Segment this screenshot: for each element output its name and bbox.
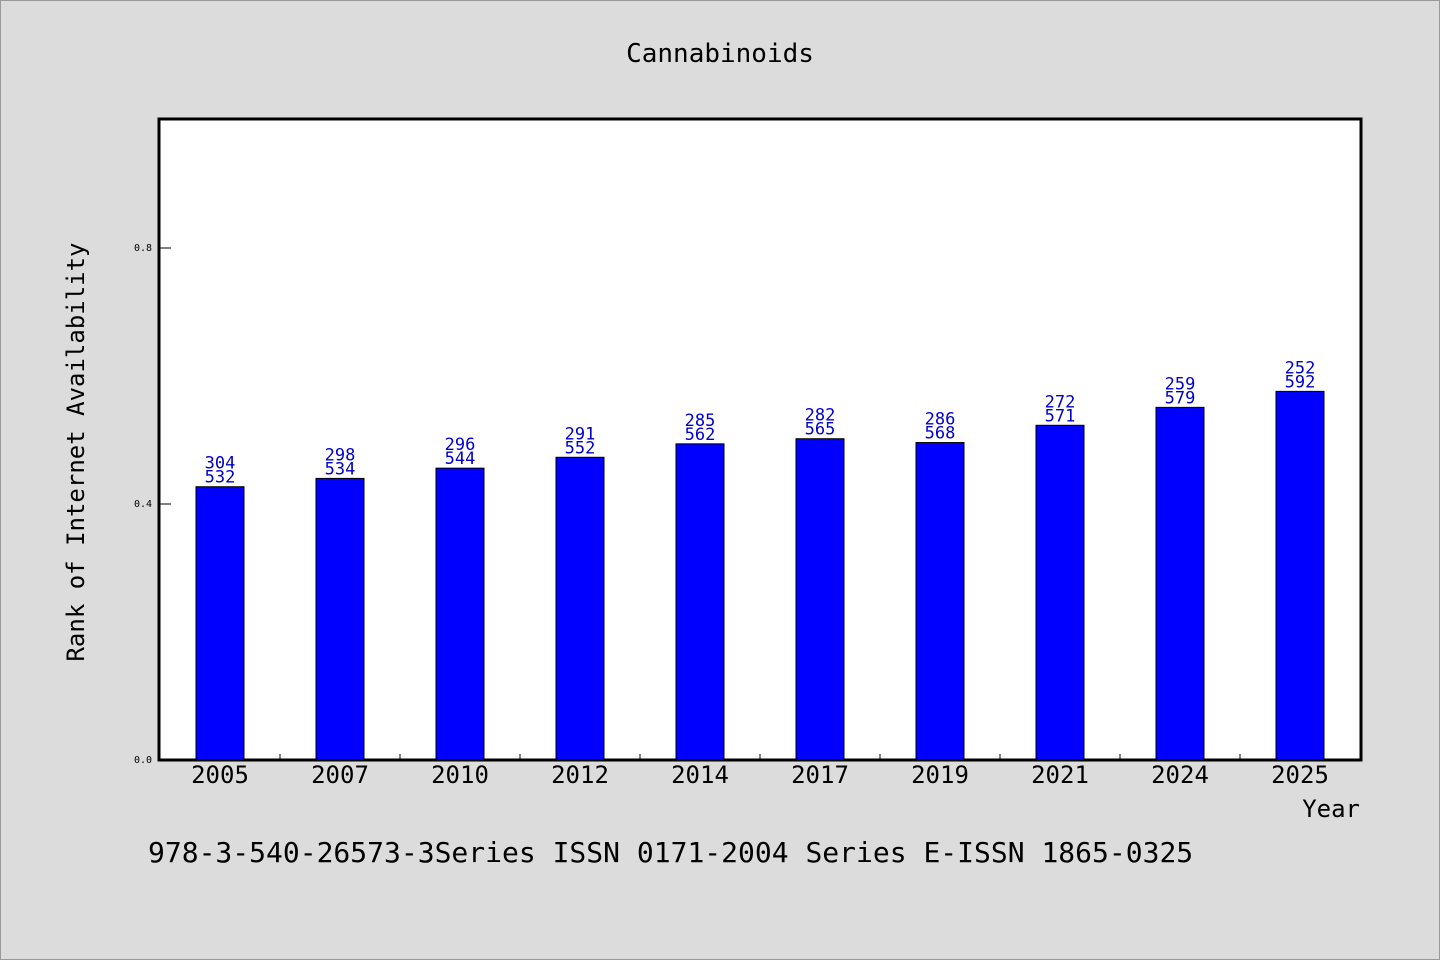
bar-2017 <box>795 438 845 761</box>
x-axis-label: Year <box>1302 795 1360 823</box>
bar-2007 <box>315 477 365 761</box>
data-label-top: 304 <box>205 454 236 474</box>
data-label-bottom: 544 <box>445 449 476 469</box>
data-label-bottom: 579 <box>1165 388 1196 408</box>
x-tick-label: 2005 <box>191 761 249 789</box>
y-tick-label: 0.0 <box>134 755 152 766</box>
data-label-top: 252 <box>1285 358 1316 378</box>
y-axis: 0.0 0.4 0.8 <box>134 243 171 766</box>
data-label-top: 298 <box>325 445 356 465</box>
x-tick-label: 2019 <box>911 761 969 789</box>
data-label-top: 259 <box>1165 374 1196 394</box>
data-label-bottom: 571 <box>1045 406 1076 426</box>
x-tick-label: 2025 <box>1271 761 1329 789</box>
y-tick-label: 0.8 <box>134 243 152 254</box>
data-label-top: 286 <box>925 410 956 430</box>
bar-2014 <box>675 443 725 761</box>
bar-2025 <box>1275 390 1325 761</box>
x-tick-label: 2010 <box>431 761 489 789</box>
x-tick-label: 2012 <box>551 761 609 789</box>
data-label-top: 296 <box>445 435 476 455</box>
data-label-bottom: 562 <box>685 425 716 445</box>
x-tick-label: 2024 <box>1151 761 1209 789</box>
chart-title: Cannabinoids <box>626 39 814 69</box>
y-tick-label: 0.4 <box>134 499 152 510</box>
data-label-top: 291 <box>565 424 596 444</box>
data-label-bottom: 552 <box>565 438 596 458</box>
bar-2019 <box>915 442 965 761</box>
bar-2010 <box>435 467 485 761</box>
x-tick-label: 2007 <box>311 761 369 789</box>
x-axis: 2005 2007 2010 2012 2014 2017 2019 2021 2024 2025 <box>191 754 1329 789</box>
data-label-bottom: 592 <box>1285 372 1316 392</box>
bar-2012 <box>555 456 605 761</box>
data-label-top: 282 <box>805 406 836 426</box>
x-tick-label: 2017 <box>791 761 849 789</box>
footer-text: 978-3-540-26573-3Series ISSN 0171-2004 S… <box>148 836 1193 869</box>
data-label-bottom: 532 <box>205 468 236 488</box>
bar-2005 <box>195 486 245 761</box>
x-tick-label: 2014 <box>671 761 729 789</box>
x-tick-label: 2021 <box>1031 761 1089 789</box>
data-label-bottom: 534 <box>325 459 356 479</box>
data-label-bottom: 565 <box>805 420 836 440</box>
y-axis-label: Rank of Internet Availability <box>62 242 90 661</box>
data-label-bottom: 568 <box>925 424 956 444</box>
bar-2021 <box>1035 424 1085 761</box>
bar-2024 <box>1155 406 1205 761</box>
data-label-top: 285 <box>685 411 716 431</box>
data-label-top: 272 <box>1045 392 1076 412</box>
